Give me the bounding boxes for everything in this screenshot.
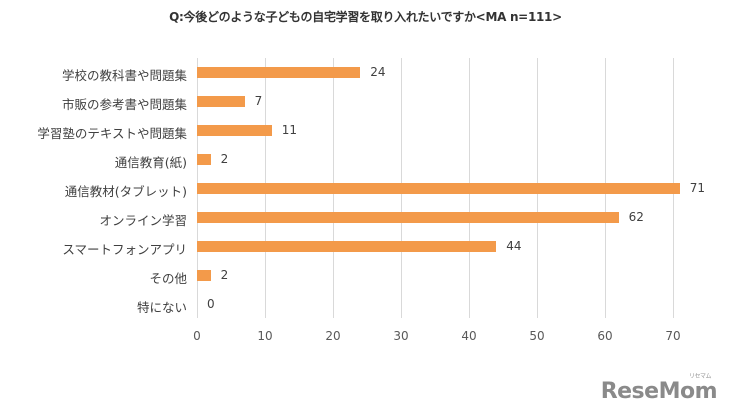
bar-value-label: 11 [281,123,298,137]
x-tick-label: 60 [597,329,613,343]
bar [197,67,361,78]
bar-value-label: 44 [506,239,522,253]
bar [197,241,497,252]
x-tick-label: 10 [257,329,273,343]
bar-value-label: 2 [220,268,229,282]
x-tick-label: 50 [529,329,545,343]
bar [197,125,272,136]
category-label: 特にない [136,300,187,315]
resemom-logo: ReseMom リセマム [600,373,718,404]
category-label: その他 [149,271,187,286]
logo-kana: リセマム [688,373,712,380]
bar-value-label: 2 [220,152,229,166]
category-label: オンライン学習 [99,213,187,228]
category-label: 市販の参考書や問題集 [61,97,187,112]
bar [197,183,680,194]
bar-value-label: 0 [207,297,215,311]
logo-text: ReseMom [600,379,718,404]
bar-value-label: 7 [254,94,263,108]
chart-title: Q:今後どのような子どもの自宅学習を取り入れたいですか<MA n=111> [169,10,562,24]
category-label: 通信教育(紙) [114,155,187,170]
x-tick-label: 30 [393,329,409,343]
x-tick-label: 40 [461,329,477,343]
bar [197,270,211,281]
bar [197,96,245,107]
bar [197,212,619,223]
category-label: 学習塾のテキストや問題集 [37,126,187,141]
x-tick-label: 0 [193,329,201,343]
category-label: 通信教材(タブレット) [64,184,187,199]
category-label: スマートフォンアプリ [62,242,187,257]
x-tick-label: 20 [325,329,341,343]
bar [197,154,211,165]
bar-value-label: 71 [689,181,706,195]
category-label: 学校の教科書や問題集 [61,68,187,83]
bar-value-label: 24 [370,65,386,79]
x-tick-label: 70 [665,329,681,343]
bar-value-label: 62 [628,210,644,224]
